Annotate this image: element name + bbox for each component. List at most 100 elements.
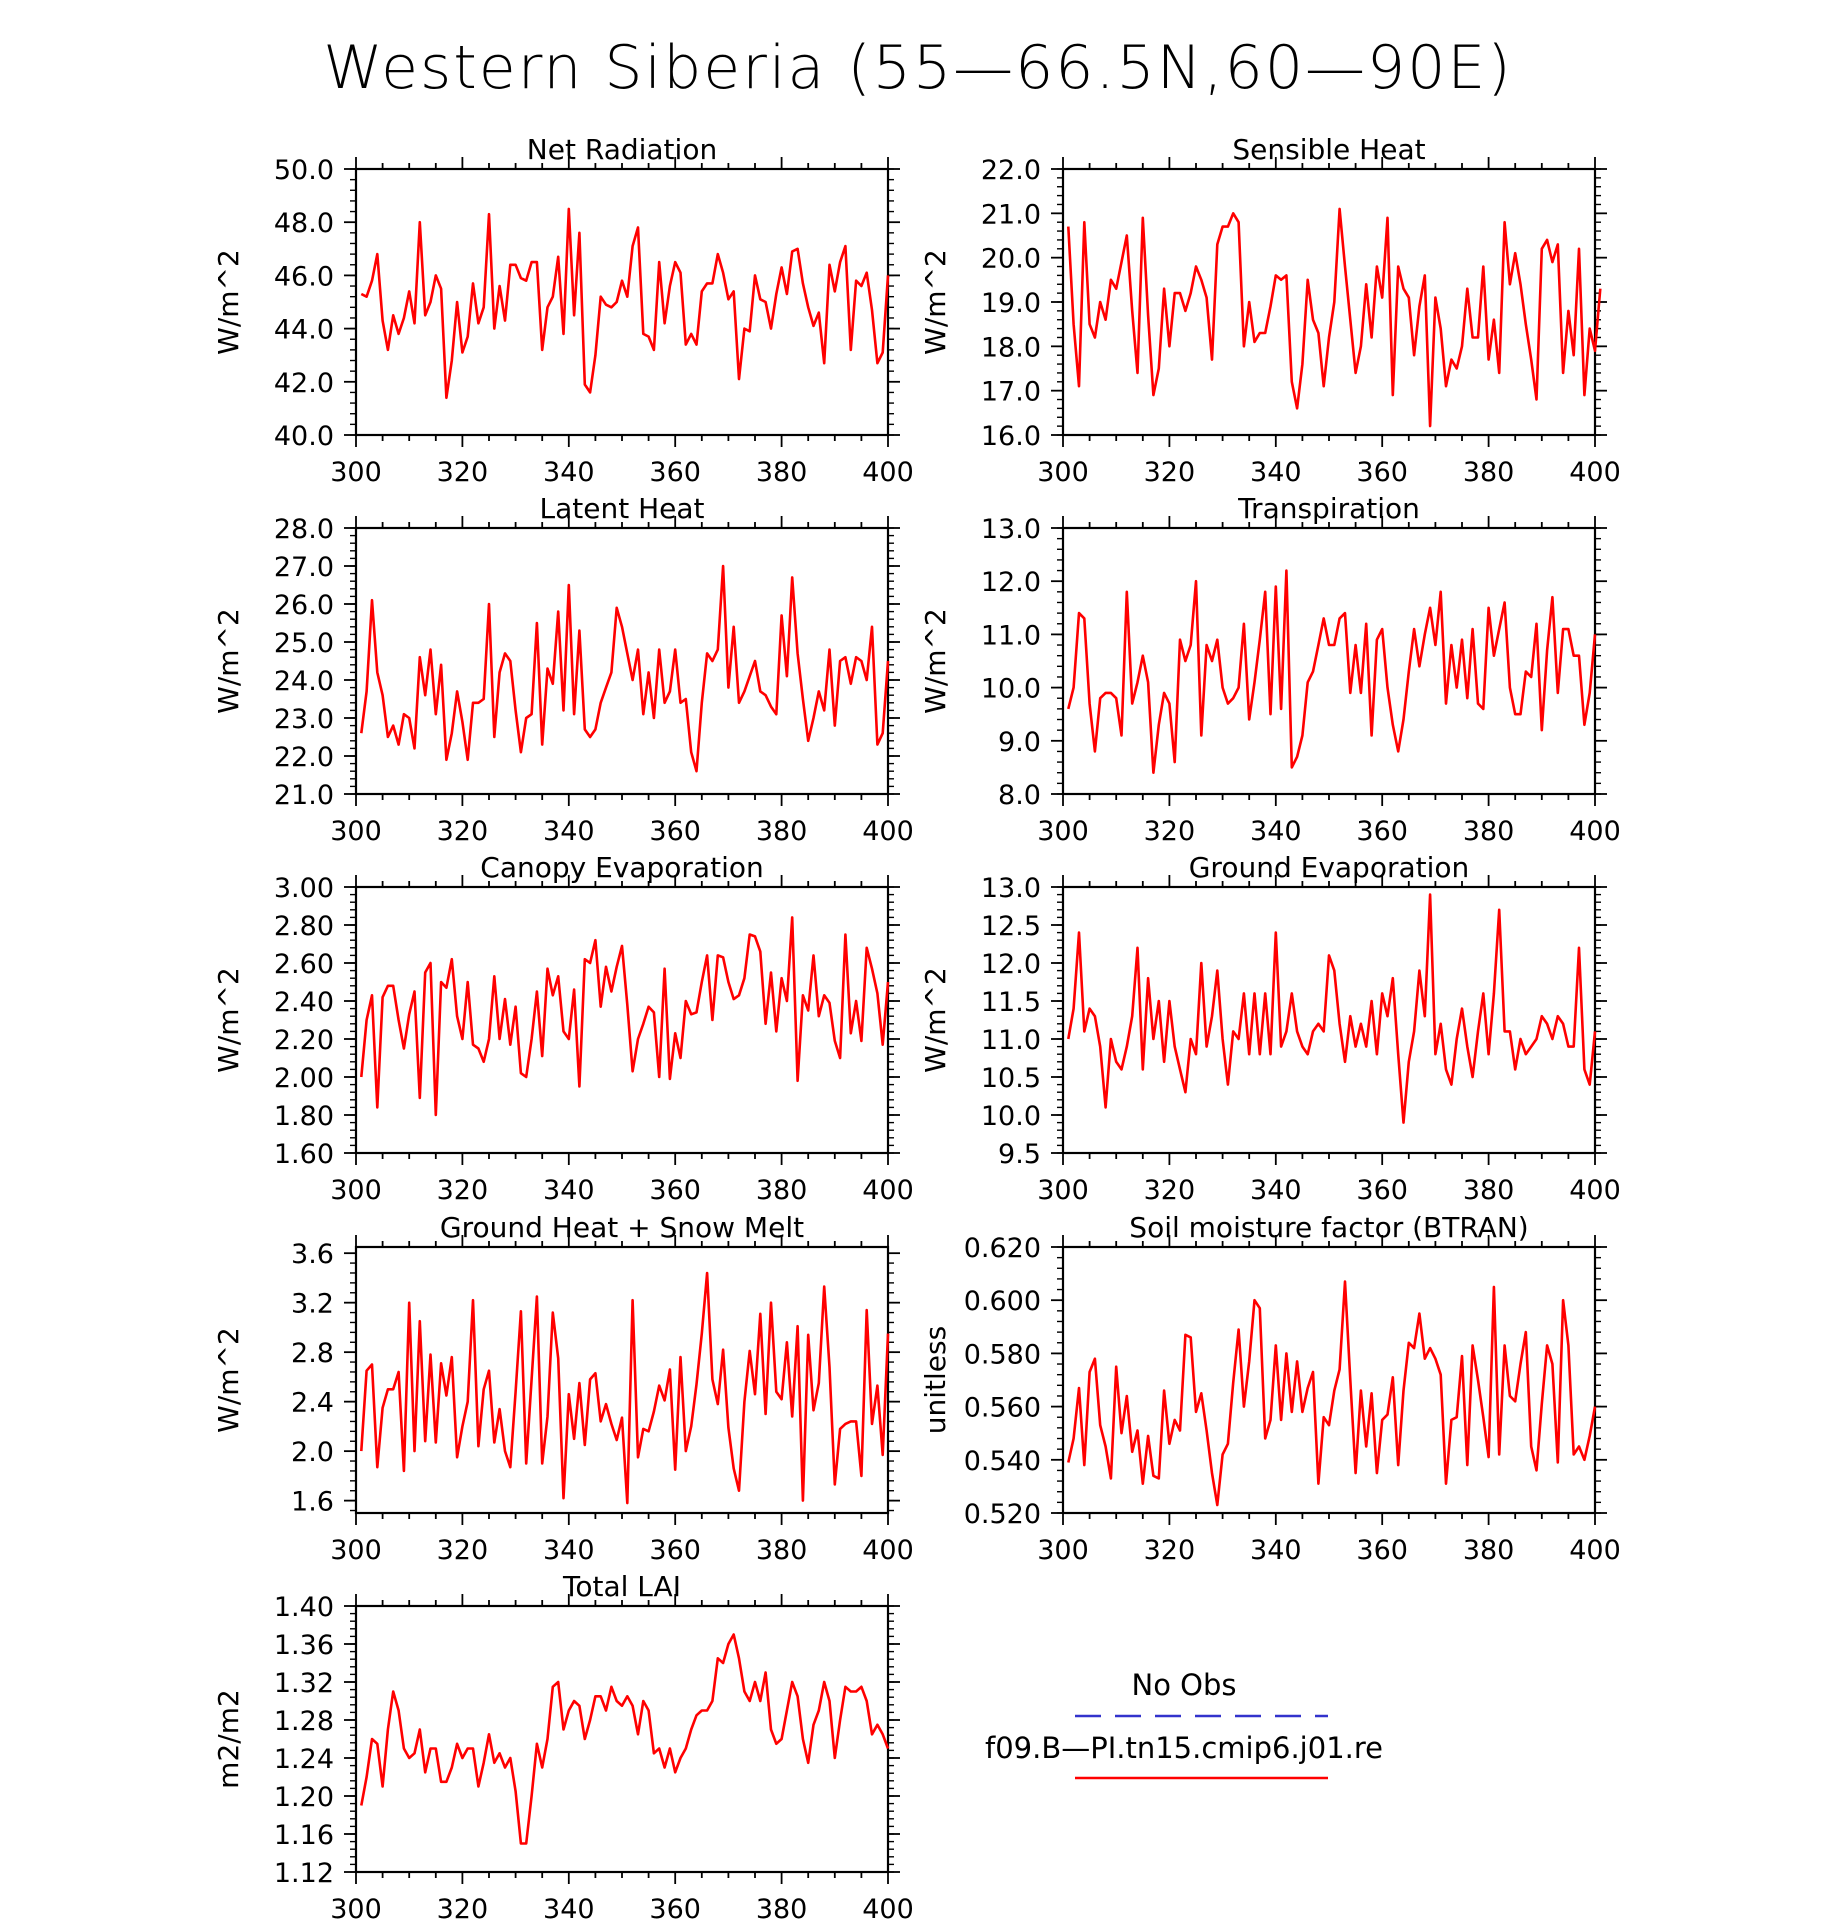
panel-transpiration: 300 320 340 360 380 400 8.0 9.0 10.0 11.0 12.0 13.0… xyxy=(919,492,1621,847)
panel-ground-evaporation: 300 320 340 360 380 400 9.5 10.0 10.5 11.0 11.5 12.… xyxy=(919,851,1621,1206)
y-axis-label: unitless xyxy=(919,1326,952,1434)
plot-frame xyxy=(354,1245,890,1515)
x-tick-label: 380 xyxy=(1463,1175,1515,1206)
x-tick-label: 360 xyxy=(649,1535,701,1566)
x-tick-label: 300 xyxy=(330,1175,382,1206)
y-tick-label: 12.0 xyxy=(981,949,1041,980)
x-tick-label: 320 xyxy=(437,1535,489,1566)
panel-title: Ground Heat + Snow Melt xyxy=(440,1211,804,1244)
x-tick-label: 340 xyxy=(1250,1535,1302,1566)
legend-obs-label: No Obs xyxy=(1132,1668,1237,1702)
y-tick-label: 2.40 xyxy=(274,987,334,1018)
x-tick-label: 400 xyxy=(862,1535,914,1566)
x-tick-label: 400 xyxy=(1569,457,1621,488)
y-tick-label: 21.0 xyxy=(981,199,1041,230)
y-tick-label: 26.0 xyxy=(274,590,334,621)
x-tick-label: 400 xyxy=(862,1175,914,1206)
panel-canopy-evaporation: 300 320 340 360 380 400 1.60 1.80 2.00 2.20 2.40 2.… xyxy=(212,851,914,1206)
panel-net-radiation: 300 320 340 360 380 400 40.0 42.0 44.0 46.0 48.0 50… xyxy=(212,133,914,488)
x-tick-label: 320 xyxy=(1144,1535,1196,1566)
panel-title: Total LAI xyxy=(562,1570,681,1603)
y-tick-label: 10.0 xyxy=(981,674,1041,705)
y-axis-label: W/m^2 xyxy=(919,608,952,714)
y-tick-label: 23.0 xyxy=(274,704,334,735)
y-tick-label: 2.20 xyxy=(274,1025,334,1056)
y-tick-label: 0.580 xyxy=(964,1339,1041,1370)
y-tick-label: 1.32 xyxy=(274,1668,334,1699)
x-tick-label: 400 xyxy=(862,1894,914,1925)
y-tick-label: 27.0 xyxy=(274,552,334,583)
x-tick-label: 380 xyxy=(1463,1535,1515,1566)
y-tick-label: 1.24 xyxy=(274,1744,334,1775)
x-tick-label: 340 xyxy=(543,816,595,847)
y-tick-label: 8.0 xyxy=(998,780,1041,811)
x-tick-label: 380 xyxy=(1463,816,1515,847)
y-tick-label: 0.520 xyxy=(964,1499,1041,1530)
y-tick-label: 20.0 xyxy=(981,244,1041,275)
x-tick-label: 380 xyxy=(756,457,808,488)
legend: No Obs f09.B—PI.tn15.cmip6.j01.re xyxy=(985,1668,1383,1780)
y-tick-label: 12.5 xyxy=(981,911,1041,942)
y-tick-label: 0.540 xyxy=(964,1446,1041,1477)
y-axis-label: W/m^2 xyxy=(919,249,952,355)
x-tick-label: 340 xyxy=(1250,1175,1302,1206)
y-tick-label: 2.8 xyxy=(291,1338,334,1369)
y-tick-label: 1.20 xyxy=(274,1782,334,1813)
x-tick-label: 300 xyxy=(1037,457,1089,488)
panel-title: Sensible Heat xyxy=(1232,133,1425,166)
series-line xyxy=(1067,207,1602,428)
y-tick-label: 40.0 xyxy=(274,421,334,452)
y-tick-label: 12.0 xyxy=(981,567,1041,598)
x-tick-label: 320 xyxy=(1144,816,1196,847)
x-tick-label: 400 xyxy=(1569,1535,1621,1566)
plot-frame xyxy=(1061,885,1597,1155)
x-tick-label: 360 xyxy=(1356,457,1408,488)
y-tick-label: 44.0 xyxy=(274,315,334,346)
x-tick-label: 400 xyxy=(862,457,914,488)
y-tick-label: 19.0 xyxy=(981,288,1041,319)
y-tick-label: 0.620 xyxy=(964,1233,1041,1264)
y-tick-label: 1.12 xyxy=(274,1858,334,1889)
x-tick-label: 360 xyxy=(649,457,701,488)
panel-title: Soil moisture factor (BTRAN) xyxy=(1129,1211,1528,1244)
x-tick-label: 300 xyxy=(330,816,382,847)
x-tick-label: 400 xyxy=(1569,1175,1621,1206)
plot-frame xyxy=(354,1604,890,1874)
panel-title: Latent Heat xyxy=(539,492,704,525)
y-axis-label: W/m^2 xyxy=(212,249,245,355)
x-tick-label: 300 xyxy=(1037,1175,1089,1206)
x-tick-label: 360 xyxy=(649,816,701,847)
x-tick-label: 380 xyxy=(756,1535,808,1566)
x-tick-label: 320 xyxy=(437,457,489,488)
y-tick-label: 24.0 xyxy=(274,666,334,697)
x-tick-label: 400 xyxy=(1569,816,1621,847)
x-tick-label: 340 xyxy=(543,1535,595,1566)
panel-title: Net Radiation xyxy=(527,133,717,166)
y-tick-label: 1.6 xyxy=(291,1487,334,1518)
y-axis-label: W/m^2 xyxy=(919,967,952,1073)
y-tick-label: 1.36 xyxy=(274,1630,334,1661)
y-tick-label: 3.00 xyxy=(274,873,334,904)
panel-title: Canopy Evaporation xyxy=(480,851,763,884)
x-tick-label: 300 xyxy=(330,1535,382,1566)
series-line xyxy=(1067,569,1597,775)
y-tick-label: 46.0 xyxy=(274,261,334,292)
y-tick-label: 28.0 xyxy=(274,514,334,545)
y-tick-label: 2.00 xyxy=(274,1063,334,1094)
x-tick-label: 340 xyxy=(1250,457,1302,488)
y-tick-label: 1.16 xyxy=(274,1820,334,1851)
y-tick-label: 1.40 xyxy=(274,1592,334,1623)
y-tick-label: 48.0 xyxy=(274,208,334,239)
y-tick-label: 16.0 xyxy=(981,421,1041,452)
y-tick-label: 1.80 xyxy=(274,1101,334,1132)
x-tick-label: 300 xyxy=(330,1894,382,1925)
y-tick-label: 11.0 xyxy=(981,1025,1041,1056)
y-tick-label: 11.0 xyxy=(981,620,1041,651)
x-tick-label: 360 xyxy=(1356,1535,1408,1566)
panel-ground-heat-snow-melt: 300 320 340 360 380 400 1.6 2.0 2.4 2.8 3.2 3.6 Grou… xyxy=(212,1211,914,1566)
y-tick-label: 21.0 xyxy=(274,780,334,811)
y-axis-label: W/m^2 xyxy=(212,1327,245,1433)
series-line xyxy=(360,1271,890,1505)
series-line xyxy=(360,564,890,773)
plot-frame xyxy=(1061,167,1597,437)
